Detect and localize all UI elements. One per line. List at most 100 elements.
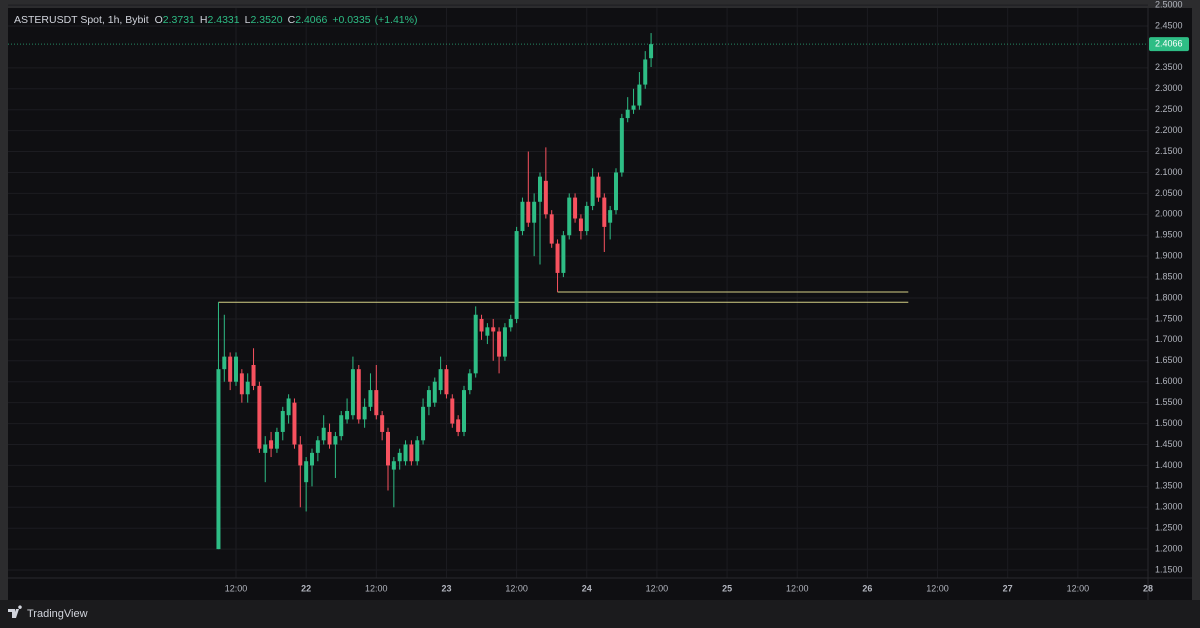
x-tick-label: 12:00 xyxy=(505,583,528,593)
symbol: ASTERUSDT Spot, 1h, Bybit xyxy=(14,14,149,26)
candle-body xyxy=(245,381,250,395)
candle-body xyxy=(263,444,268,453)
candle-body xyxy=(619,118,624,173)
y-tick-label: 1.2000 xyxy=(1155,543,1183,553)
candle-body xyxy=(362,406,367,420)
candle-body xyxy=(514,231,519,319)
candle-body xyxy=(432,381,437,403)
candle-body xyxy=(315,440,320,453)
x-tick-label: 27 xyxy=(1003,583,1013,593)
candle-body xyxy=(450,398,455,424)
candle-body xyxy=(374,390,379,416)
candle-body xyxy=(409,444,414,462)
candle-body xyxy=(573,197,578,219)
y-tick-label: 2.1500 xyxy=(1155,146,1183,156)
candle-body xyxy=(473,314,478,374)
candle-body xyxy=(321,427,326,441)
x-tick-label: 26 xyxy=(862,583,872,593)
y-tick-label: 1.3000 xyxy=(1155,502,1183,512)
y-tick-label: 2.2500 xyxy=(1155,104,1183,114)
candle-body xyxy=(426,390,431,407)
legend-key: C xyxy=(288,14,296,26)
candle-body xyxy=(491,327,496,332)
candle-body xyxy=(239,373,244,395)
y-tick-label: 1.9000 xyxy=(1155,251,1183,261)
x-tick-label: 28 xyxy=(1143,583,1153,593)
y-tick-label: 1.4500 xyxy=(1155,439,1183,449)
footer xyxy=(0,600,1200,628)
candle-body xyxy=(508,318,513,328)
candle-body xyxy=(520,201,525,232)
legend: ASTERUSDT Spot, 1h, Bybit O2.3731 H2.4331 L… xyxy=(14,14,417,26)
candle-body xyxy=(327,431,332,445)
legend-value: 2.3731 xyxy=(163,14,195,26)
candle-body xyxy=(216,369,221,550)
x-tick-label: 12:00 xyxy=(225,583,248,593)
candle-body xyxy=(222,356,227,370)
y-tick-label: 2.0500 xyxy=(1155,188,1183,198)
candle-body xyxy=(251,364,256,386)
candle-body xyxy=(631,105,636,110)
y-tick-label: 2.5000 xyxy=(1155,0,1183,9)
x-tick-label: 24 xyxy=(582,583,592,593)
ohlc: O2.3731 H2.4331 L2.3520 C2.4066 +0.0335 (+1.4… xyxy=(155,14,418,26)
x-tick-label: 12:00 xyxy=(786,583,809,593)
candle-body xyxy=(538,176,542,202)
candle-body xyxy=(543,180,548,215)
y-tick-label: 1.5000 xyxy=(1155,418,1183,428)
candle-body xyxy=(555,243,560,273)
candle-body xyxy=(356,369,361,420)
candle-body xyxy=(637,84,642,106)
last-price-label: 2.4066 xyxy=(1155,39,1183,49)
y-tick-label: 1.7000 xyxy=(1155,334,1183,344)
y-tick-label: 2.3500 xyxy=(1155,62,1183,72)
y-tick-label: 1.3500 xyxy=(1155,481,1183,491)
candle-body xyxy=(438,369,443,391)
candle-body xyxy=(397,452,402,462)
candle-body xyxy=(368,390,373,407)
y-tick-label: 2.1000 xyxy=(1155,167,1183,177)
candle-body xyxy=(485,327,490,336)
candle-body xyxy=(625,109,630,119)
candle-body xyxy=(350,369,355,416)
legend-key: O xyxy=(155,14,163,26)
candle-body xyxy=(497,331,502,357)
grid xyxy=(8,4,1149,578)
candle-body xyxy=(269,440,274,449)
candle-body xyxy=(391,461,396,470)
candle-body xyxy=(257,385,262,449)
y-tick-label: 1.8500 xyxy=(1155,271,1183,281)
x-tick-label: 23 xyxy=(441,583,451,593)
chart-panel xyxy=(8,8,1192,600)
candle-body xyxy=(590,176,595,206)
candle-body xyxy=(415,440,420,462)
brand-logo: TradingView xyxy=(8,605,88,620)
candle-body xyxy=(479,318,484,332)
axes: 1.1500 1.2000 1.2500 1.3000 1.3500 1.4000 1.45… xyxy=(225,0,1189,593)
x-tick-label: 25 xyxy=(722,583,732,593)
candle-body xyxy=(614,172,618,211)
candle-body xyxy=(386,431,390,466)
legend-key: L xyxy=(245,14,251,26)
candle-body xyxy=(421,406,426,441)
candle-body xyxy=(228,356,233,382)
candle-body xyxy=(234,356,238,382)
candle-body xyxy=(602,197,607,227)
legend-value: 2.4066 xyxy=(295,14,327,26)
candle-body xyxy=(292,402,297,445)
x-tick-label: 12:00 xyxy=(926,583,949,593)
candle-body xyxy=(549,214,554,244)
y-tick-label: 2.0000 xyxy=(1155,209,1183,219)
candle-body xyxy=(304,461,309,483)
legend-value: 2.4331 xyxy=(208,14,240,26)
candle-body xyxy=(380,415,385,432)
legend-key: H xyxy=(200,14,208,26)
x-tick-label: 22 xyxy=(301,583,311,593)
candle-body xyxy=(567,197,572,236)
candle-body xyxy=(502,327,507,357)
y-tick-label: 1.6500 xyxy=(1155,355,1183,365)
y-tick-label: 1.2500 xyxy=(1155,523,1183,533)
candle-body xyxy=(310,452,314,466)
y-tick-label: 1.9500 xyxy=(1155,230,1183,240)
